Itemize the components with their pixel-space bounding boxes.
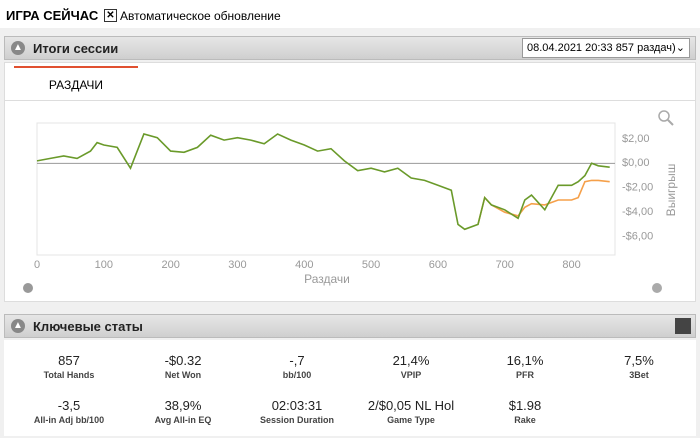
stat: 7,5% 3Bet xyxy=(584,353,694,380)
chart: $2,00 $0,00 -$2,00 -$4,00 -$6,00 0 100 200 300 40… xyxy=(23,110,678,293)
tab-divider xyxy=(4,100,696,101)
plot-frame xyxy=(36,122,616,256)
y-tick-label: $0,00 xyxy=(622,157,650,169)
page-title: ИГРА СЕЙЧАС xyxy=(6,8,99,23)
session-title: Итоги сессии xyxy=(33,41,119,56)
chart-panel xyxy=(4,62,696,302)
stat-value: 16,1% xyxy=(506,353,544,368)
y-tick-label: -$6,00 xyxy=(622,231,653,243)
series-line xyxy=(477,179,610,225)
stat-value: -$0.32 xyxy=(164,353,202,368)
collapse[interactable]: ▲ xyxy=(11,319,25,333)
stat: 38,9% Avg All-in EQ xyxy=(128,398,238,425)
stat-label: Avg All-in EQ xyxy=(154,415,212,425)
stat-label: Rake xyxy=(514,415,536,425)
x-axis-label: Раздачи xyxy=(304,272,350,286)
dropdown-text: 08.04.2021 20:33 857 раздач) xyxy=(527,42,676,54)
tab[interactable]: РАЗДАЧИ xyxy=(14,66,138,102)
zoom-handle xyxy=(667,119,674,126)
y-tick-label: -$4,00 xyxy=(622,206,653,218)
x-tick-label: 100 xyxy=(95,259,113,271)
stat: -$0.32 Net Won xyxy=(128,353,238,380)
info-icon[interactable] xyxy=(652,283,662,293)
x-tick-label: 200 xyxy=(161,259,179,271)
stat: $1.98 Rake xyxy=(470,398,580,425)
stat-value: 7,5% xyxy=(624,353,654,368)
collapse[interactable]: ▲ xyxy=(11,41,25,55)
stat-value: 02:03:31 xyxy=(271,398,323,413)
stat-value: 21,4% xyxy=(392,353,430,368)
x-tick-label: 600 xyxy=(429,259,447,271)
stats-title: Ключевые статы xyxy=(33,319,143,334)
stat: 21,4% VPIP xyxy=(356,353,466,380)
stat: 857 Total Hands xyxy=(14,353,124,380)
layout-button[interactable] xyxy=(675,318,691,334)
stats-header[interactable]: ▲ Ключевые статы xyxy=(4,314,696,338)
x-tick-label: 800 xyxy=(562,259,580,271)
settings-icon[interactable] xyxy=(23,283,33,293)
stat: -,7 bb/100 xyxy=(242,353,352,380)
stat-label: PFR xyxy=(516,370,534,380)
stat-label: Session Duration xyxy=(259,415,334,425)
stat-value: $1.98 xyxy=(508,398,542,413)
stat-label: bb/100 xyxy=(282,370,312,380)
checkbox-label[interactable]: Автоматическое обновление xyxy=(120,9,281,23)
stat-value: 2/$0,05 NL Hol xyxy=(367,398,455,413)
x-tick-label: 500 xyxy=(362,259,380,271)
stat-value: -,7 xyxy=(289,353,305,368)
x-tick-label: 0 xyxy=(34,259,40,271)
series-line xyxy=(36,133,610,231)
checkbox[interactable]: ✕ xyxy=(104,9,117,22)
y-axis-label: Выигрыш xyxy=(664,164,678,217)
stat-label: Total Hands xyxy=(43,370,95,380)
stat: -3,5 All-in Adj bb/100 xyxy=(14,398,124,425)
x-tick-label: 400 xyxy=(295,259,313,271)
stat-label: Game Type xyxy=(387,415,435,425)
stat-label: VPIP xyxy=(400,370,422,380)
stat-label: Net Won xyxy=(164,370,202,380)
session-dropdown[interactable]: 08.04.2021 20:33 857 раздач) ⌄ xyxy=(522,38,690,58)
x-tick-label: 300 xyxy=(228,259,246,271)
y-tick-label: $2,00 xyxy=(622,133,650,145)
zoom-icon[interactable] xyxy=(658,110,670,122)
stat-label: 3Bet xyxy=(629,370,649,380)
x-tick-label: 700 xyxy=(496,259,514,271)
stat-value: 38,9% xyxy=(164,398,202,413)
stat-value: 857 xyxy=(58,353,80,368)
stat: 2/$0,05 NL Hol Game Type xyxy=(356,398,466,425)
stats-body xyxy=(4,340,696,436)
stat-value: -3,5 xyxy=(57,398,81,413)
stat-label: All-in Adj bb/100 xyxy=(33,415,105,425)
y-tick-label: -$2,00 xyxy=(622,182,653,194)
stat: 16,1% PFR xyxy=(470,353,580,380)
stat: 02:03:31 Session Duration xyxy=(242,398,352,425)
